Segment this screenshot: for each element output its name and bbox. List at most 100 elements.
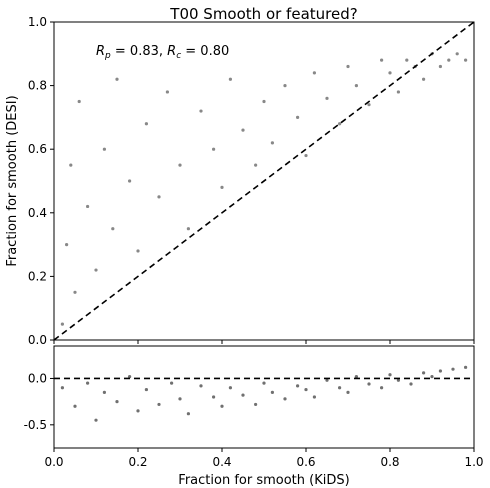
main-data-point — [455, 52, 459, 56]
x-axis-label: Fraction for smooth (KiDS) — [178, 473, 349, 488]
main-data-point — [86, 204, 90, 209]
residual-data-point — [430, 375, 434, 379]
residual-data-point — [86, 381, 90, 385]
main-data-point — [144, 122, 148, 126]
residual-data-point — [220, 404, 224, 408]
residual-data-point — [170, 381, 174, 385]
residual-y-tick-label: 0.0 — [28, 371, 47, 385]
main-y-tick-label: 0.2 — [28, 269, 47, 283]
main-data-point — [157, 195, 161, 199]
residual-data-point — [102, 390, 106, 394]
residual-data-point — [304, 387, 308, 392]
residual-data-point — [451, 367, 455, 371]
main-data-point — [346, 64, 350, 69]
residual-data-point — [396, 378, 400, 382]
main-data-point — [283, 84, 287, 88]
main-data-point — [102, 147, 106, 151]
residual-frame — [53, 345, 475, 449]
residual-data-point — [186, 412, 190, 416]
residual-data-point — [388, 373, 392, 377]
main-data-point — [60, 322, 64, 326]
residual-plot-area: 0.0 0.2 0.4 0.6 0.8 1.0 -0.5 0.0 — [24, 345, 484, 469]
residual-x-tick-label: 0.2 — [128, 455, 147, 469]
main-data-point — [438, 64, 442, 69]
main-y-tick-label: 0.4 — [28, 206, 47, 220]
main-data-point — [312, 71, 316, 75]
main-data-point — [111, 227, 115, 231]
residual-data-point — [212, 395, 216, 399]
chart-title: T00 Smooth or featured? — [169, 5, 357, 23]
residual-data-point — [338, 386, 342, 390]
main-data-point — [94, 268, 98, 272]
main-data-point — [338, 122, 342, 126]
residual-x-tick-label: 0.0 — [44, 455, 63, 469]
main-data-point — [65, 243, 69, 247]
correlation-annotation: Rp = 0.83, Rc = 0.80 — [96, 44, 229, 61]
main-data-point — [199, 109, 203, 113]
main-data-point — [128, 179, 132, 183]
rc-subscript: c — [176, 51, 181, 61]
residual-x-tick-label: 1.0 — [464, 455, 483, 469]
residual-data-point — [128, 375, 132, 379]
residual-data-point — [199, 384, 203, 388]
residual-data-point — [380, 386, 384, 390]
main-data-point — [241, 128, 245, 132]
main-data-point — [422, 77, 426, 81]
residual-data-point — [94, 418, 98, 422]
main-y-tick-label: 0.0 — [28, 333, 47, 347]
main-data-point — [262, 99, 266, 104]
main-data-point — [77, 99, 81, 104]
residual-data-point — [73, 404, 77, 408]
main-data-point — [354, 84, 358, 88]
residual-data-point — [312, 395, 316, 399]
main-y-tick-label: 1.0 — [28, 15, 47, 29]
main-reference-line — [53, 21, 475, 341]
main-data-point — [73, 290, 77, 294]
residual-data-point — [346, 390, 350, 394]
residual-data-point — [354, 375, 358, 379]
rc-value: = 0.80 — [181, 44, 229, 59]
main-data-point — [296, 115, 300, 119]
residual-data-point — [241, 393, 245, 397]
residual-data-point — [228, 386, 232, 390]
main-data-point — [396, 90, 400, 94]
main-data-point — [304, 153, 308, 158]
residual-data-point — [296, 384, 300, 388]
residual-data-point — [115, 400, 119, 404]
main-data-point — [186, 227, 190, 231]
residual-data-point — [136, 409, 140, 413]
rp-subscript: p — [104, 51, 111, 61]
residual-data-point — [409, 382, 413, 386]
main-data-point — [380, 58, 384, 62]
residual-data-point — [283, 397, 287, 401]
residual-data-point — [254, 402, 258, 407]
main-data-point — [464, 58, 468, 62]
residual-data-point — [367, 382, 371, 386]
residual-x-tick-label: 0.4 — [212, 455, 231, 469]
residual-data-point — [262, 381, 266, 385]
main-data-point — [115, 77, 119, 81]
main-data-point — [136, 249, 140, 253]
residual-x-tick-label: 0.6 — [296, 455, 315, 469]
main-frame — [53, 21, 475, 341]
main-y-tick-label: 0.6 — [28, 142, 47, 156]
residual-data-point — [60, 386, 64, 390]
residual-data-point — [422, 371, 426, 375]
main-data-point — [405, 58, 409, 62]
residual-y-tick-label: -0.5 — [24, 418, 47, 432]
residual-data-point — [325, 378, 329, 382]
main-data-point — [178, 163, 182, 167]
main-data-point — [254, 163, 258, 167]
residual-data-point — [464, 365, 468, 369]
main-data-point — [212, 147, 216, 151]
residual-data-point — [144, 387, 148, 392]
residual-data-point — [438, 369, 442, 373]
residual-x-tick-label: 0.8 — [380, 455, 399, 469]
main-data-point — [447, 58, 451, 62]
main-data-point — [388, 71, 392, 75]
rp-value: = 0.83, — [111, 44, 167, 59]
main-data-point — [270, 141, 274, 145]
main-data-point — [325, 96, 329, 100]
rp-symbol: R — [96, 44, 105, 59]
y-axis-label-main: Fraction for smooth (DESI) — [5, 95, 20, 266]
